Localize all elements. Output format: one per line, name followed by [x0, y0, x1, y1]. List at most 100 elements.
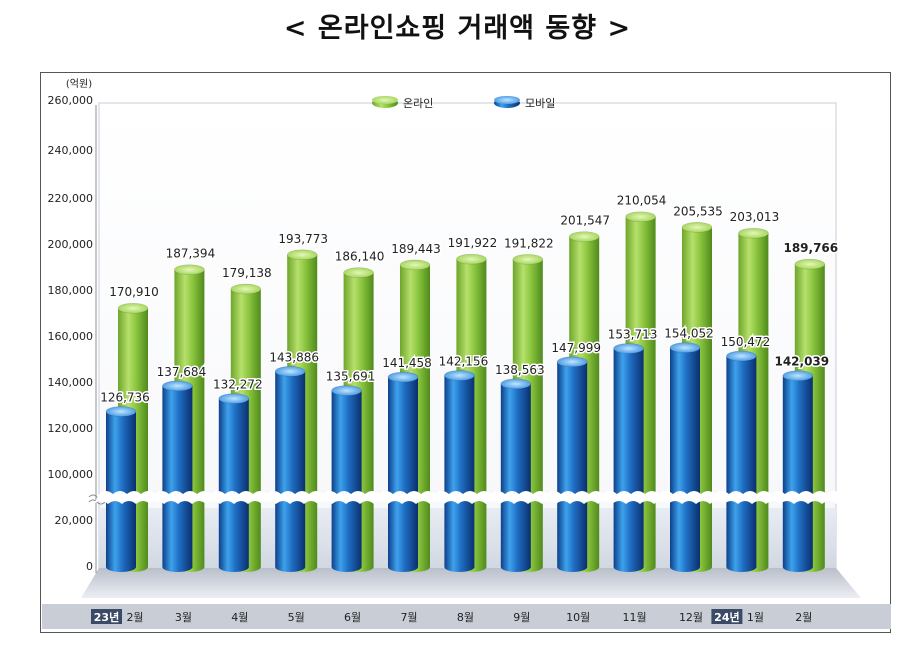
- y-tick-label: 100,000: [48, 468, 94, 481]
- bar-mobile: [782, 370, 814, 572]
- y-axis-unit-label: (억원): [66, 78, 92, 90]
- category-label: 2월: [795, 611, 812, 624]
- legend-swatch-online-top: [372, 96, 398, 104]
- category-strip: [42, 604, 891, 629]
- bar-online-top: [456, 253, 487, 265]
- bar-mobile: [162, 380, 193, 572]
- bar-mobile-body: [106, 411, 136, 567]
- category-label: 3월: [175, 611, 192, 624]
- value-label-mobile: 141,458: [382, 356, 432, 370]
- value-label-online: 201,547: [560, 214, 610, 228]
- value-label-mobile: 126,736: [100, 391, 150, 405]
- bar-mobile-top: [669, 342, 701, 353]
- value-label-online: 189,443: [391, 242, 441, 256]
- y-tick-label: 240,000: [48, 144, 94, 157]
- bar-mobile-top: [218, 393, 250, 404]
- bar-mobile-base: [218, 562, 249, 572]
- bar-mobile-base: [388, 562, 418, 572]
- bar-online-top: [174, 264, 205, 276]
- category-label: 6월: [344, 611, 361, 624]
- bar-mobile-top: [162, 380, 193, 392]
- bar-mobile-top: [500, 378, 532, 390]
- year-badge-label: 23년: [94, 610, 119, 624]
- bar-mobile-body: [275, 371, 306, 567]
- category-label: 9월: [513, 611, 530, 624]
- bar-mobile: [387, 371, 419, 572]
- bar-mobile-body: [782, 375, 813, 567]
- category-label: 10월: [566, 611, 590, 624]
- bar-online-top: [568, 231, 600, 242]
- y-tick-label: 180,000: [48, 284, 94, 297]
- bar-mobile-base: [613, 562, 644, 572]
- bar-online-top: [230, 283, 262, 295]
- legend-label-mobile: 모바일: [525, 96, 555, 110]
- bar-mobile-base: [557, 562, 588, 572]
- year-badge: [91, 609, 122, 624]
- bar-mobile-base: [726, 562, 757, 572]
- bar-mobile: [218, 393, 250, 572]
- category-label: 4월: [231, 611, 248, 624]
- bars-layer: [105, 211, 826, 572]
- value-label-online: 187,394: [166, 247, 216, 261]
- legend: 온라인 모바일: [372, 96, 555, 110]
- bar-mobile-top: [274, 366, 306, 377]
- chart-frame: (억원) 260,000 240,000 220,000 200,000 180…: [40, 72, 891, 633]
- bar-mobile: [500, 378, 532, 572]
- bar-mobile-top: [782, 370, 814, 382]
- bar-mobile-top: [726, 350, 757, 362]
- bar-online-top: [286, 249, 318, 261]
- bar-mobile: [274, 366, 306, 572]
- bar-mobile-body: [444, 375, 475, 567]
- bar-mobile-body: [162, 385, 193, 567]
- y-tick-label: 120,000: [48, 422, 94, 435]
- category-label: 12월: [679, 611, 703, 624]
- bar-mobile-top: [613, 343, 644, 354]
- category-label: 7월: [400, 611, 417, 624]
- value-label-mobile: 150,472: [721, 335, 771, 349]
- bar-mobile: [444, 370, 475, 572]
- bar-mobile-top: [331, 385, 362, 396]
- year-badge: [711, 609, 743, 624]
- value-label-mobile: 153,713: [608, 327, 658, 341]
- y-tick-label: 200,000: [48, 238, 94, 251]
- category-label: 1월: [747, 611, 764, 624]
- bar-online-top: [738, 227, 769, 239]
- bar-mobile: [613, 343, 644, 572]
- category-labels-layer: 23년 2월 3월 4월 5월 6월 7월 8월 9월 10월 11월 12월 24년 1월 2월: [91, 609, 812, 624]
- bar-mobile-base: [106, 562, 136, 572]
- bar-mobile-body: [388, 377, 418, 567]
- bar-mobile: [556, 356, 588, 572]
- axis-break-wave: [94, 491, 841, 504]
- value-label-mobile: 154,052: [664, 327, 714, 341]
- bar-mobile-base: [275, 562, 306, 572]
- value-label-online: 189,766: [783, 241, 838, 255]
- value-label-mobile: 137,684: [157, 365, 207, 379]
- value-label-mobile: 143,886: [269, 350, 319, 364]
- bar-mobile-top: [105, 406, 137, 417]
- value-label-online: 210,054: [617, 194, 667, 208]
- value-label-online: 193,773: [278, 232, 328, 246]
- bar-mobile-top: [444, 370, 475, 381]
- value-label-online: 186,140: [335, 250, 385, 264]
- value-label-mobile: 135,691: [326, 370, 376, 384]
- bar-mobile-body: [670, 347, 700, 567]
- legend-item-online: 온라인: [372, 96, 433, 110]
- year-badge-label: 24년: [714, 610, 739, 624]
- value-label-mobile: 142,156: [439, 354, 489, 368]
- bar-mobile-body: [557, 361, 588, 567]
- bar-mobile-base: [331, 562, 362, 572]
- y-tick-label: 0: [86, 560, 93, 573]
- value-labels-layer: 170,910 126,736 187,394 137,684 179,138 132,2…: [99, 192, 840, 406]
- bar-mobile-base: [162, 562, 193, 572]
- bar-online-top: [512, 254, 544, 265]
- y-tick-label: 160,000: [48, 330, 94, 343]
- value-label-online: 205,535: [673, 204, 723, 218]
- value-label-online: 191,922: [448, 236, 498, 250]
- y-tick-label: 140,000: [48, 376, 94, 389]
- bar-mobile-base: [500, 562, 531, 572]
- category-label: 11월: [623, 611, 647, 624]
- category-label: 5월: [288, 611, 305, 624]
- bar-mobile-body: [613, 348, 644, 567]
- bar-mobile-base: [782, 562, 813, 572]
- y-tick-label: 220,000: [48, 192, 94, 205]
